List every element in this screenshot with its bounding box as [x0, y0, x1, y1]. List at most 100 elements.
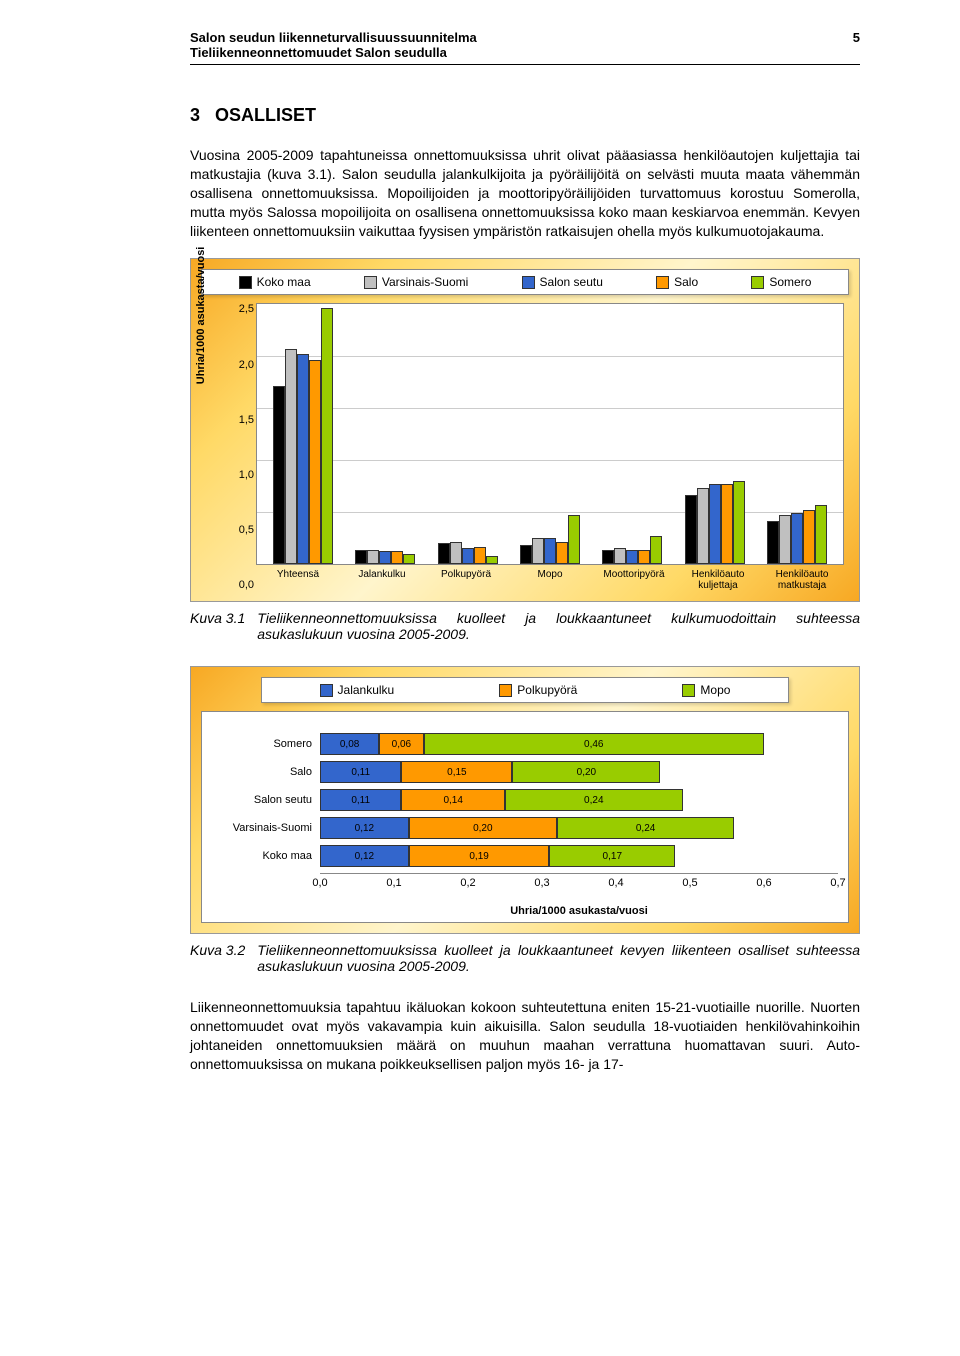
- chart-2: Jalankulku Polkupyörä Mopo Somero0,080,060…: [190, 666, 860, 934]
- bar: [486, 556, 498, 564]
- legend-item: Koko maa: [239, 275, 311, 289]
- bar-group: [509, 304, 591, 564]
- bar: [321, 308, 333, 565]
- legend-item: Jalankulku: [320, 683, 395, 697]
- ytick: 0,0: [226, 579, 254, 591]
- hbar-segment: 0,14: [401, 789, 505, 811]
- hbar-track: 0,080,060,46: [320, 733, 838, 755]
- ytick: 1,0: [226, 469, 254, 481]
- xtick: 0,6: [756, 877, 771, 889]
- chart-2-plot: Somero0,080,060,46 Salo0,110,150,20 Salon …: [201, 711, 849, 923]
- bar: [367, 550, 379, 564]
- xlabel: Mopo: [508, 569, 592, 591]
- legend-item: Somero: [751, 275, 811, 289]
- hbar-row: Somero0,080,060,46: [212, 733, 838, 755]
- legend-label: Varsinais-Suomi: [382, 275, 468, 289]
- legend-label: Jalankulku: [338, 683, 395, 697]
- hbar-segment: 0,19: [409, 845, 550, 867]
- bar: [779, 515, 791, 565]
- legend-swatch: [751, 276, 764, 289]
- bar-group: [262, 304, 344, 564]
- bar: [685, 495, 697, 565]
- xlabel: Polkupyörä: [424, 569, 508, 591]
- hbar-segment: 0,11: [320, 789, 401, 811]
- hbar-segment: 0,11: [320, 761, 401, 783]
- bar-group: [344, 304, 426, 564]
- bar: [803, 510, 815, 564]
- hbar-label: Salon seutu: [212, 794, 320, 806]
- chart-2-xaxis: 0,00,10,20,30,40,50,60,7: [320, 873, 838, 891]
- legend-label: Mopo: [700, 683, 730, 697]
- bar: [391, 551, 403, 564]
- chart-1-yticks: 2,5 2,0 1,5 1,0 0,5 0,0: [226, 303, 254, 591]
- legend-label: Somero: [769, 275, 811, 289]
- legend-item: Varsinais-Suomi: [364, 275, 468, 289]
- chart-2-legend: Jalankulku Polkupyörä Mopo: [261, 677, 789, 703]
- bar: [403, 554, 415, 564]
- bar: [379, 551, 391, 564]
- legend-label: Koko maa: [257, 275, 311, 289]
- xtick: 0,2: [460, 877, 475, 889]
- legend-swatch: [239, 276, 252, 289]
- xlabel: Yhteensä: [256, 569, 340, 591]
- hbar-row: Salon seutu0,110,140,24: [212, 789, 838, 811]
- xlabel: Henkilöauto kuljettaja: [676, 569, 760, 591]
- xtick: 0,5: [682, 877, 697, 889]
- bar: [709, 484, 721, 564]
- hbar-label: Somero: [212, 738, 320, 750]
- hbar-track: 0,110,150,20: [320, 761, 838, 783]
- paragraph-1: Vuosina 2005-2009 tapahtuneissa onnettom…: [190, 146, 860, 240]
- chart-2-xlabel: Uhria/1000 asukasta/vuosi: [320, 905, 838, 917]
- bar: [520, 545, 532, 565]
- bar-group: [673, 304, 755, 564]
- xtick: 0,3: [534, 877, 549, 889]
- bar: [791, 513, 803, 565]
- legend-item: Salon seutu: [522, 275, 603, 289]
- hbar-track: 0,120,190,17: [320, 845, 838, 867]
- legend-label: Salo: [674, 275, 698, 289]
- hbar-segment: 0,24: [557, 817, 735, 839]
- legend-swatch: [682, 684, 695, 697]
- caption-2: Kuva 3.2 Tieliikenneonnettomuuksissa kuo…: [190, 942, 860, 974]
- hbar-segment: 0,17: [549, 845, 675, 867]
- bar-group: [591, 304, 673, 564]
- xlabel: Henkilöauto matkustaja: [760, 569, 844, 591]
- chart-1-xlabels: YhteensäJalankulkuPolkupyöräMopoMoottori…: [256, 569, 844, 591]
- chart-1-ylabel: Uhria/1000 asukasta/vuosi: [195, 247, 207, 385]
- caption-1: Kuva 3.1 Tieliikenneonnettomuuksissa kuo…: [190, 610, 860, 642]
- xlabel: Jalankulku: [340, 569, 424, 591]
- hbar-segment: 0,20: [512, 761, 660, 783]
- hbar-row: Salo0,110,150,20: [212, 761, 838, 783]
- xlabel: Moottoripyörä: [592, 569, 676, 591]
- bar: [462, 548, 474, 565]
- ytick: 2,5: [226, 303, 254, 315]
- legend-swatch: [522, 276, 535, 289]
- chart-1-legend: Koko maa Varsinais-Suomi Salon seutu Salo So…: [201, 269, 849, 295]
- bar: [568, 515, 580, 565]
- bar: [602, 550, 614, 564]
- hbar-segment: 0,20: [409, 817, 557, 839]
- hbar-track: 0,110,140,24: [320, 789, 838, 811]
- bar: [285, 349, 297, 564]
- bar: [532, 538, 544, 565]
- header-subtitle: Tieliikenneonnettomuudet Salon seudulla: [190, 45, 860, 60]
- bar: [355, 550, 367, 564]
- legend-swatch: [656, 276, 669, 289]
- hbar-row: Varsinais-Suomi0,120,200,24: [212, 817, 838, 839]
- legend-swatch: [499, 684, 512, 697]
- bar: [767, 521, 779, 565]
- ytick: 1,5: [226, 414, 254, 426]
- hbar-segment: 0,15: [401, 761, 512, 783]
- legend-swatch: [364, 276, 377, 289]
- ytick: 0,5: [226, 524, 254, 536]
- bar: [733, 481, 745, 564]
- bar: [297, 354, 309, 564]
- xtick: 0,4: [608, 877, 623, 889]
- paragraph-2: Liikenneonnettomuuksia tapahtuu ikäluoka…: [190, 998, 860, 1074]
- bar: [626, 550, 638, 564]
- bar: [697, 488, 709, 565]
- ytick: 2,0: [226, 359, 254, 371]
- hbar-row: Koko maa0,120,190,17: [212, 845, 838, 867]
- bar: [815, 505, 827, 564]
- legend-label: Polkupyörä: [517, 683, 577, 697]
